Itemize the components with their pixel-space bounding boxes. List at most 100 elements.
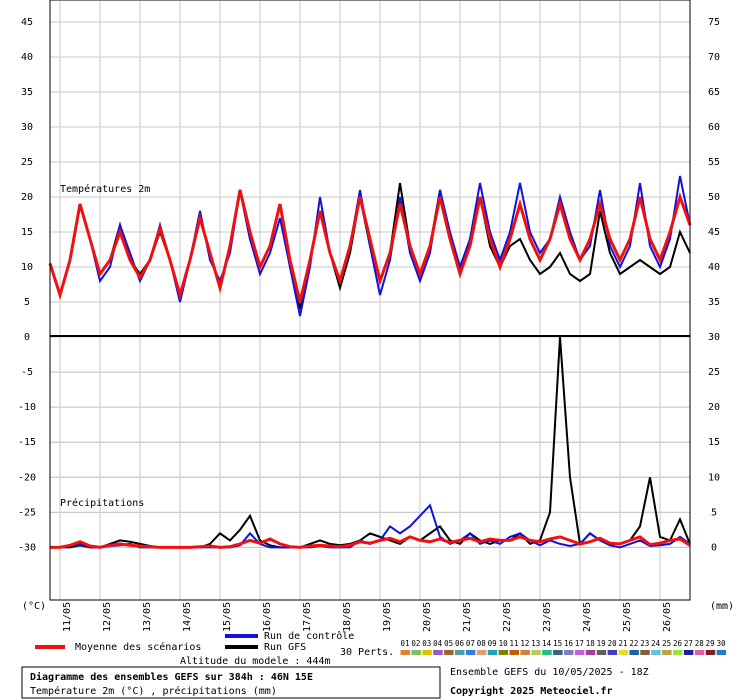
- y2-tick-label: 50: [708, 192, 720, 203]
- x-tick-label: 20/05: [422, 602, 433, 632]
- pert-swatch: [574, 650, 585, 655]
- pert-swatch: [618, 650, 628, 655]
- pert-label: 09: [488, 639, 497, 648]
- perts-title: 30 Perts.: [340, 647, 394, 658]
- legend-label: Moyenne des scénarios: [75, 641, 201, 653]
- pert-swatch: [673, 650, 683, 655]
- pert-swatch: [694, 650, 705, 655]
- x-tick-label: 23/05: [542, 602, 553, 632]
- pert-label: 27: [684, 639, 693, 648]
- y2-tick-label: 15: [708, 437, 720, 448]
- pert-label: 24: [651, 639, 661, 648]
- x-tick-label: 22/05: [502, 602, 513, 632]
- pert-swatch: [553, 650, 563, 655]
- x-tick-label: 12/05: [102, 602, 113, 632]
- pert-label: 16: [564, 639, 574, 648]
- x-tick-label: 21/05: [462, 602, 473, 632]
- y-tick-label: 45: [21, 17, 33, 28]
- pert-label: 07: [466, 639, 475, 648]
- pert-swatch: [651, 650, 661, 655]
- pert-label: 23: [640, 639, 649, 648]
- pert-label: 12: [520, 639, 529, 648]
- pert-label: 19: [597, 639, 606, 648]
- x-tick-label: 26/05: [662, 602, 673, 632]
- pert-label: 06: [455, 639, 465, 648]
- legend-label: Run de contrôle: [264, 630, 354, 642]
- pert-swatch: [542, 650, 552, 655]
- y-tick-label: 15: [21, 227, 33, 238]
- x-tick-label: 18/05: [342, 602, 353, 632]
- pert-label: 26: [673, 639, 683, 648]
- y2-tick-label: 45: [708, 227, 720, 238]
- pert-label: 02: [411, 639, 420, 648]
- x-tick-label: 19/05: [382, 602, 393, 632]
- series-line: [48, 189, 692, 303]
- y-tick-label: 30: [21, 122, 33, 133]
- y2-tick-label: 35: [708, 297, 720, 308]
- pert-swatch: [411, 650, 421, 655]
- x-tick-label: 15/05: [222, 602, 233, 632]
- y2-tick-label: 20: [708, 402, 720, 413]
- footer-box: [21, 666, 441, 699]
- y-tick-label: -25: [18, 507, 36, 518]
- y2-tick-label: 65: [708, 87, 720, 98]
- x-tick-label: 16/05: [262, 602, 273, 632]
- pert-label: 17: [575, 639, 584, 648]
- y-tick-label: 35: [21, 87, 33, 98]
- pert-label: 18: [586, 639, 596, 648]
- y2-tick-label: 60: [708, 122, 720, 133]
- pert-swatch: [531, 650, 541, 655]
- y-tick-label: -15: [18, 437, 36, 448]
- pert-label: 21: [618, 639, 627, 648]
- legend-label: Run GFS: [264, 642, 306, 653]
- y2-tick-label: 25: [708, 367, 720, 378]
- pert-label: 20: [608, 639, 618, 648]
- pert-swatch: [509, 650, 519, 655]
- y-tick-label: -20: [18, 472, 36, 483]
- pert-swatch: [629, 650, 639, 655]
- pert-swatch: [585, 650, 596, 655]
- y-tick-label: 0: [24, 332, 30, 343]
- y2-tick-label: 55: [708, 157, 720, 168]
- plot-area: [48, 1, 692, 600]
- series-line: [50, 535, 691, 549]
- copyright: Copyright 2025 Meteociel.fr: [450, 685, 613, 697]
- pert-label: 29: [706, 639, 715, 648]
- pert-swatch: [455, 650, 465, 655]
- y-unit: (°C): [22, 601, 46, 612]
- pert-swatch: [662, 650, 672, 655]
- pert-label: 14: [542, 639, 552, 648]
- precip-title: Précipitations: [60, 497, 144, 509]
- pert-swatch: [705, 650, 716, 655]
- pert-label: 30: [717, 639, 727, 648]
- x-tick-label: 25/05: [622, 602, 633, 632]
- pert-swatch: [400, 650, 410, 655]
- y2-tick-label: 10: [708, 472, 720, 483]
- pert-label: 05: [444, 639, 453, 648]
- x-tick-label: 13/05: [142, 602, 153, 632]
- pert-swatch: [716, 650, 727, 655]
- temp-title: Températures 2m: [60, 183, 150, 195]
- pert-label: 10: [499, 639, 509, 648]
- y-tick-label: -5: [21, 367, 33, 378]
- footer-subtitle: Température 2m (°C) , précipitations (mm…: [30, 685, 277, 697]
- pert-swatch: [444, 650, 454, 655]
- pert-label: 13: [531, 639, 540, 648]
- pert-label: 28: [695, 639, 705, 648]
- run-info: Ensemble GEFS du 10/05/2025 - 18Z: [450, 667, 649, 678]
- pert-swatch: [465, 650, 476, 655]
- pert-swatch: [607, 650, 618, 655]
- pert-swatch: [520, 650, 530, 655]
- altitude: Altitude du modele : 444m: [180, 656, 331, 667]
- pert-label: 03: [422, 639, 431, 648]
- y-tick-label: 5: [24, 297, 30, 308]
- x-tick-label: 11/05: [62, 602, 73, 632]
- pert-label: 15: [553, 639, 562, 648]
- pert-label: 11: [509, 639, 518, 648]
- pert-swatch: [498, 650, 509, 655]
- pert-label: 25: [662, 639, 671, 648]
- y2-unit: (mm): [710, 601, 734, 612]
- pert-label: 04: [433, 639, 443, 648]
